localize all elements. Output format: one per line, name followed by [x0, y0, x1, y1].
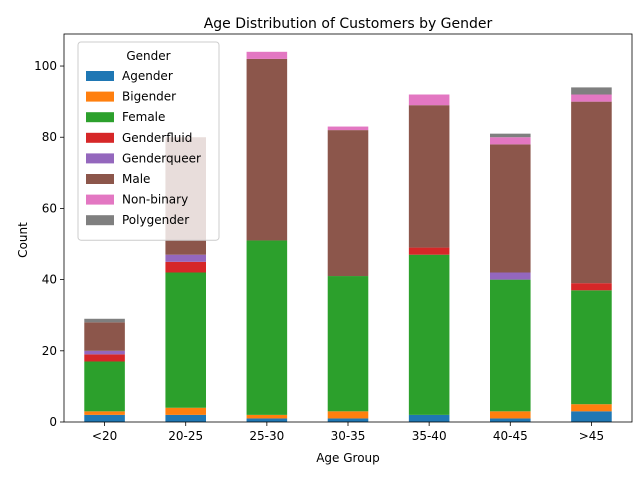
bar-segment-agender-3: [327, 418, 369, 422]
legend: Gender Agender Bigender Female Genderfluid Ge…: [77, 41, 220, 241]
y-tick-label: 40: [42, 273, 57, 287]
y-axis: 0 20 40 60 80 100: [34, 59, 64, 429]
legend-item-female: Female: [122, 110, 165, 124]
bar-segment-male-5: [490, 144, 531, 273]
legend-item-bigender: Bigender: [122, 90, 176, 104]
legend-swatch-polygender: [86, 215, 114, 226]
bar-segment-genderfluid-4: [408, 247, 450, 255]
bar-segment-male-2: [246, 58, 288, 241]
bar-segment-polygender-6: [571, 87, 612, 95]
bar-segment-bigender-0: [84, 411, 125, 415]
bar-segment-agender-6: [571, 411, 612, 422]
legend-swatch-female: [86, 112, 114, 123]
legend-swatch-genderfluid: [86, 132, 114, 143]
y-tick-label: 60: [42, 201, 57, 215]
bar-segment-female-0: [84, 361, 125, 412]
bar-segment-male-6: [571, 101, 612, 284]
bar-segment-non-binary-5: [490, 137, 531, 145]
bar-segment-female-1: [165, 272, 206, 408]
x-axis-label: Age Group: [316, 451, 380, 465]
bar-segment-bigender-6: [571, 404, 612, 412]
x-tick-label: >45: [579, 429, 604, 443]
x-tick-label: 40-45: [493, 429, 528, 443]
bar-segment-female-3: [327, 276, 369, 412]
y-axis-label: Count: [16, 222, 30, 258]
bar-segment-genderqueer-0: [84, 350, 125, 355]
legend-swatch-male: [86, 174, 114, 184]
y-tick-label: 100: [34, 59, 57, 73]
bar-segment-polygender-0: [84, 318, 125, 323]
bar-segment-non-binary-4: [408, 94, 450, 106]
bar-segment-genderfluid-6: [571, 283, 612, 291]
bar-segment-genderqueer-5: [490, 272, 531, 280]
bar-segment-genderfluid-1: [165, 261, 206, 273]
y-tick-label: 80: [42, 130, 57, 144]
x-tick-label: 35-40: [412, 429, 447, 443]
bar-segment-male-3: [327, 130, 369, 277]
x-tick-label: 20-25: [168, 429, 203, 443]
legend-swatch-bigender: [86, 91, 114, 102]
bar-segment-agender-5: [490, 418, 531, 422]
bar-segment-bigender-5: [490, 411, 531, 419]
bar-segment-agender-4: [408, 414, 450, 422]
x-axis: <20 20-25 25-30 30-35 35-40 40-45 >45: [92, 422, 604, 443]
bar-segment-non-binary-2: [246, 51, 288, 59]
legend-title: Gender: [126, 49, 170, 63]
bar-segment-genderfluid-0: [84, 354, 125, 362]
x-tick-label: 30-35: [331, 429, 366, 443]
bar-segment-female-4: [408, 254, 450, 415]
legend-item-non-binary: Non-binary: [122, 193, 188, 207]
x-tick-label: <20: [92, 429, 117, 443]
x-tick-label: 25-30: [249, 429, 284, 443]
bar-segment-bigender-2: [246, 414, 288, 419]
legend-swatch-agender: [86, 71, 114, 81]
legend-item-polygender: Polygender: [122, 213, 189, 227]
legend-item-genderfluid: Genderfluid: [122, 131, 192, 145]
y-tick-label: 20: [42, 344, 57, 358]
bar-segment-female-2: [246, 240, 288, 415]
bar-segment-polygender-5: [490, 133, 531, 138]
legend-swatch-genderqueer: [86, 153, 114, 164]
bar-segment-agender-2: [246, 418, 288, 422]
bar-segment-male-4: [408, 105, 450, 248]
legend-box: [77, 41, 220, 241]
bar-segment-bigender-1: [165, 407, 206, 415]
legend-item-male: Male: [122, 172, 150, 186]
bar-segment-female-6: [571, 290, 612, 405]
bar-segment-agender-1: [165, 414, 206, 422]
bar-segment-female-5: [490, 279, 531, 412]
bar-segment-non-binary-6: [571, 94, 612, 102]
bar-segment-non-binary-3: [327, 126, 369, 131]
legend-item-genderqueer: Genderqueer: [122, 151, 201, 165]
y-tick-label: 0: [49, 415, 57, 429]
bar-segment-male-0: [84, 322, 125, 351]
bar-segment-bigender-3: [327, 411, 369, 419]
legend-swatch-non-binary: [86, 194, 114, 205]
chart-title: Age Distribution of Customers by Gender: [204, 16, 493, 32]
bar-segment-genderqueer-1: [165, 254, 206, 262]
legend-item-agender: Agender: [122, 69, 173, 83]
bar-segment-agender-0: [84, 414, 125, 422]
